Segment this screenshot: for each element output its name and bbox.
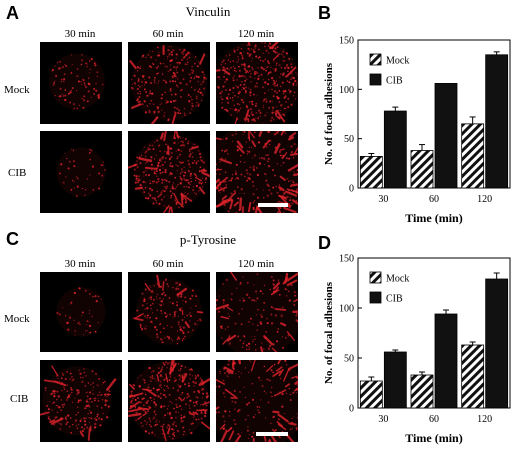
y-tick-label: 50	[344, 354, 354, 365]
micrograph-vinculin-cib-120	[216, 131, 298, 213]
y-tick-label: 100	[339, 304, 354, 315]
panel-a-row-mock: Mock	[4, 84, 30, 96]
panel-a-row-cib: CIB	[8, 167, 27, 179]
legend-label: Mock	[386, 56, 409, 67]
panel-c-row-cib: CIB	[10, 393, 29, 405]
micrograph-ptyr-mock-60	[128, 272, 210, 352]
x-axis-label: Time (min)	[405, 211, 462, 225]
panel-letter-b: B	[318, 3, 331, 23]
plot-frame	[357, 39, 511, 189]
legend-label: CIB	[386, 294, 403, 305]
bar-mock-30	[359, 380, 383, 409]
x-tick-label: 120	[477, 194, 492, 205]
bar-mock-60	[410, 374, 434, 409]
x-tick-label: 60	[429, 194, 439, 205]
y-tick-label: 100	[339, 85, 354, 96]
panel-a-title: Vinculin	[185, 4, 231, 19]
y-tick-label: 0	[349, 404, 354, 415]
panel-c-title: p-Tyrosine	[179, 232, 237, 247]
panel-letter-c: C	[6, 229, 19, 249]
micrograph-vinculin-mock-120	[216, 42, 298, 124]
panel-a-time-120: 120 min	[237, 28, 275, 40]
y-axis-label: No. of focal adhesions	[323, 62, 335, 165]
micrograph-ptyr-mock-30	[40, 272, 122, 352]
y-tick-label: 150	[339, 254, 354, 265]
legend-label: Mock	[386, 274, 409, 285]
panel-letter-a: A	[6, 3, 19, 23]
x-tick-label: 30	[378, 194, 388, 205]
y-tick-label: 50	[344, 134, 354, 145]
x-tick-label: 120	[477, 414, 492, 425]
legend-swatch	[369, 291, 382, 304]
scale-bar-a	[258, 203, 288, 207]
y-tick-label: 0	[349, 184, 354, 195]
scale-bar-c	[256, 432, 288, 436]
bar-cib-60	[434, 313, 458, 409]
bar-cib-30	[383, 351, 407, 409]
y-tick-label: 150	[339, 36, 354, 47]
bar-cib-120	[485, 278, 509, 409]
panel-c-time-60: 60 min	[152, 258, 184, 270]
micrograph-ptyr-mock-120	[216, 272, 298, 352]
legend-swatch	[369, 53, 382, 66]
micrograph-vinculin-mock-60	[128, 42, 210, 124]
x-tick-label: 60	[429, 414, 439, 425]
panel-letter-d: D	[318, 233, 331, 253]
plot-frame	[357, 257, 511, 409]
bar-cib-60	[434, 83, 458, 189]
y-axis-label: No. of focal adhesions	[323, 281, 335, 384]
micrograph-vinculin-cib-30	[40, 131, 122, 213]
panel-c-time-30: 30 min	[64, 258, 96, 270]
legend-label: CIB	[386, 76, 403, 87]
micrograph-ptyr-cib-30	[40, 360, 122, 442]
panel-c-row-mock: Mock	[4, 313, 30, 325]
micrograph-vinculin-cib-60	[128, 131, 210, 213]
micrograph-ptyr-cib-120	[216, 360, 298, 442]
panel-a-time-30: 30 min	[64, 28, 96, 40]
panel-c-time-120: 120 min	[237, 258, 275, 270]
legend-swatch	[369, 73, 382, 86]
panel-a-time-60: 60 min	[152, 28, 184, 40]
micrograph-ptyr-cib-60	[128, 360, 210, 442]
x-tick-label: 30	[378, 414, 388, 425]
chart-b: 0 50 100 150 30 60 120 Mock CIB Time (min) No. of …	[323, 36, 511, 225]
x-axis-label: Time (min)	[405, 431, 462, 445]
bar-mock-120	[461, 344, 485, 409]
micrograph-vinculin-mock-30	[40, 42, 122, 124]
legend-swatch	[369, 271, 382, 284]
